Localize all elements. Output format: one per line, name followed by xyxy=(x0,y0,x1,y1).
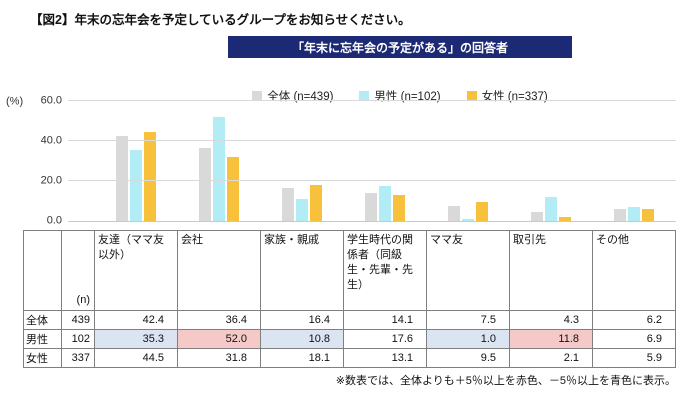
value-cell: 2.1 xyxy=(509,348,593,368)
table-row: 女性 337 44.5 31.8 18.1 13.1 9.5 2.1 5.9 xyxy=(23,348,676,368)
footnote: ※数表では、全体よりも＋5％以上を赤色、－5％以上を青色に表示。 xyxy=(335,375,676,387)
y-axis-tick: 60.0 xyxy=(40,94,62,107)
corner-cell xyxy=(23,230,62,311)
gridline xyxy=(68,100,676,101)
bar-group xyxy=(94,102,177,221)
y-axis-tick: 0.0 xyxy=(46,214,62,227)
bar xyxy=(531,212,544,221)
bar-group xyxy=(343,102,426,221)
table-row: 男性 102 35.3 52.0 10.8 17.6 1.0 11.8 6.9 xyxy=(23,329,676,349)
value-cell: 31.8 xyxy=(177,348,261,368)
row-n: 439 xyxy=(61,310,95,330)
bar xyxy=(364,192,377,221)
row-label: 男性 xyxy=(23,329,62,349)
bars xyxy=(94,102,676,221)
chart-title-banner: 「年末に忘年会の予定がある」の回答者 xyxy=(228,36,572,58)
value-cell: 35.3 xyxy=(94,329,178,349)
value-cell: 6.9 xyxy=(592,329,676,349)
value-cell: 17.6 xyxy=(343,329,427,349)
bar xyxy=(129,150,142,221)
bar xyxy=(559,216,572,221)
value-cell: 13.1 xyxy=(343,348,427,368)
bar-group xyxy=(510,102,593,221)
legend-swatch xyxy=(252,91,263,101)
column-header: 会社 xyxy=(177,230,261,311)
value-cell: 6.2 xyxy=(592,310,676,330)
bar-group xyxy=(427,102,510,221)
bar xyxy=(309,184,322,221)
bar xyxy=(462,219,475,221)
y-axis-tick: 20.0 xyxy=(40,174,62,187)
gridline xyxy=(68,140,676,141)
bar xyxy=(545,197,558,221)
table-row: 全体 439 42.4 36.4 16.4 14.1 7.5 4.3 6.2 xyxy=(23,310,676,330)
value-cell: 16.4 xyxy=(260,310,344,330)
n-header: (n) xyxy=(61,230,95,311)
legend-swatch xyxy=(359,91,370,101)
gridline xyxy=(68,180,676,181)
bar-group xyxy=(177,102,260,221)
value-cell: 10.8 xyxy=(260,329,344,349)
value-cell: 36.4 xyxy=(177,310,261,330)
column-header: 友達（ママ友以外） xyxy=(94,230,178,311)
bar xyxy=(614,208,627,221)
value-cell: 18.1 xyxy=(260,348,344,368)
row-n: 337 xyxy=(61,348,95,368)
bar xyxy=(295,199,308,221)
legend-swatch xyxy=(466,91,477,101)
column-header: ママ友 xyxy=(426,230,510,311)
value-cell: 5.9 xyxy=(592,348,676,368)
column-header: 学生時代の関係者（同級生・先輩・先生） xyxy=(343,230,427,311)
value-cell: 9.5 xyxy=(426,348,510,368)
bar-group xyxy=(593,102,676,221)
bar xyxy=(642,209,655,221)
bar xyxy=(198,148,211,221)
page-title: 【図2】年末の忘年会を予定しているグループをお知らせください。 xyxy=(30,13,411,27)
y-axis-unit-label: (%) xyxy=(6,95,24,108)
value-cell: 14.1 xyxy=(343,310,427,330)
value-cell: 44.5 xyxy=(94,348,178,368)
value-cell: 52.0 xyxy=(177,329,261,349)
value-cell: 7.5 xyxy=(426,310,510,330)
y-axis-tick: 40.0 xyxy=(40,134,62,147)
column-header: 家族・親戚 xyxy=(260,230,344,311)
bar xyxy=(392,194,405,221)
row-label: 女性 xyxy=(23,348,62,368)
column-header: 取引先 xyxy=(509,230,593,311)
bar xyxy=(212,117,225,221)
value-cell: 4.3 xyxy=(509,310,593,330)
bar xyxy=(476,202,489,221)
row-label: 全体 xyxy=(23,310,62,330)
bar xyxy=(143,132,156,221)
row-n: 102 xyxy=(61,329,95,349)
table-header-row: (n) 友達（ママ友以外） 会社 家族・親戚 学生時代の関係者（同級生・先輩・先生） ママ… xyxy=(23,230,676,311)
bar-group xyxy=(260,102,343,221)
bar xyxy=(378,185,391,221)
bar xyxy=(115,136,128,221)
bar xyxy=(226,157,239,221)
column-header: その他 xyxy=(592,230,676,311)
bar xyxy=(628,207,641,221)
plot-area: (%) 0.0 20.0 40.0 60.0 xyxy=(6,95,676,226)
value-cell: 11.8 xyxy=(509,329,593,349)
value-cell: 1.0 xyxy=(426,329,510,349)
bar xyxy=(448,206,461,221)
bar xyxy=(281,188,294,221)
value-cell: 42.4 xyxy=(94,310,178,330)
data-table: (n) 友達（ママ友以外） 会社 家族・親戚 学生時代の関係者（同級生・先輩・先生） ママ… xyxy=(23,230,676,368)
